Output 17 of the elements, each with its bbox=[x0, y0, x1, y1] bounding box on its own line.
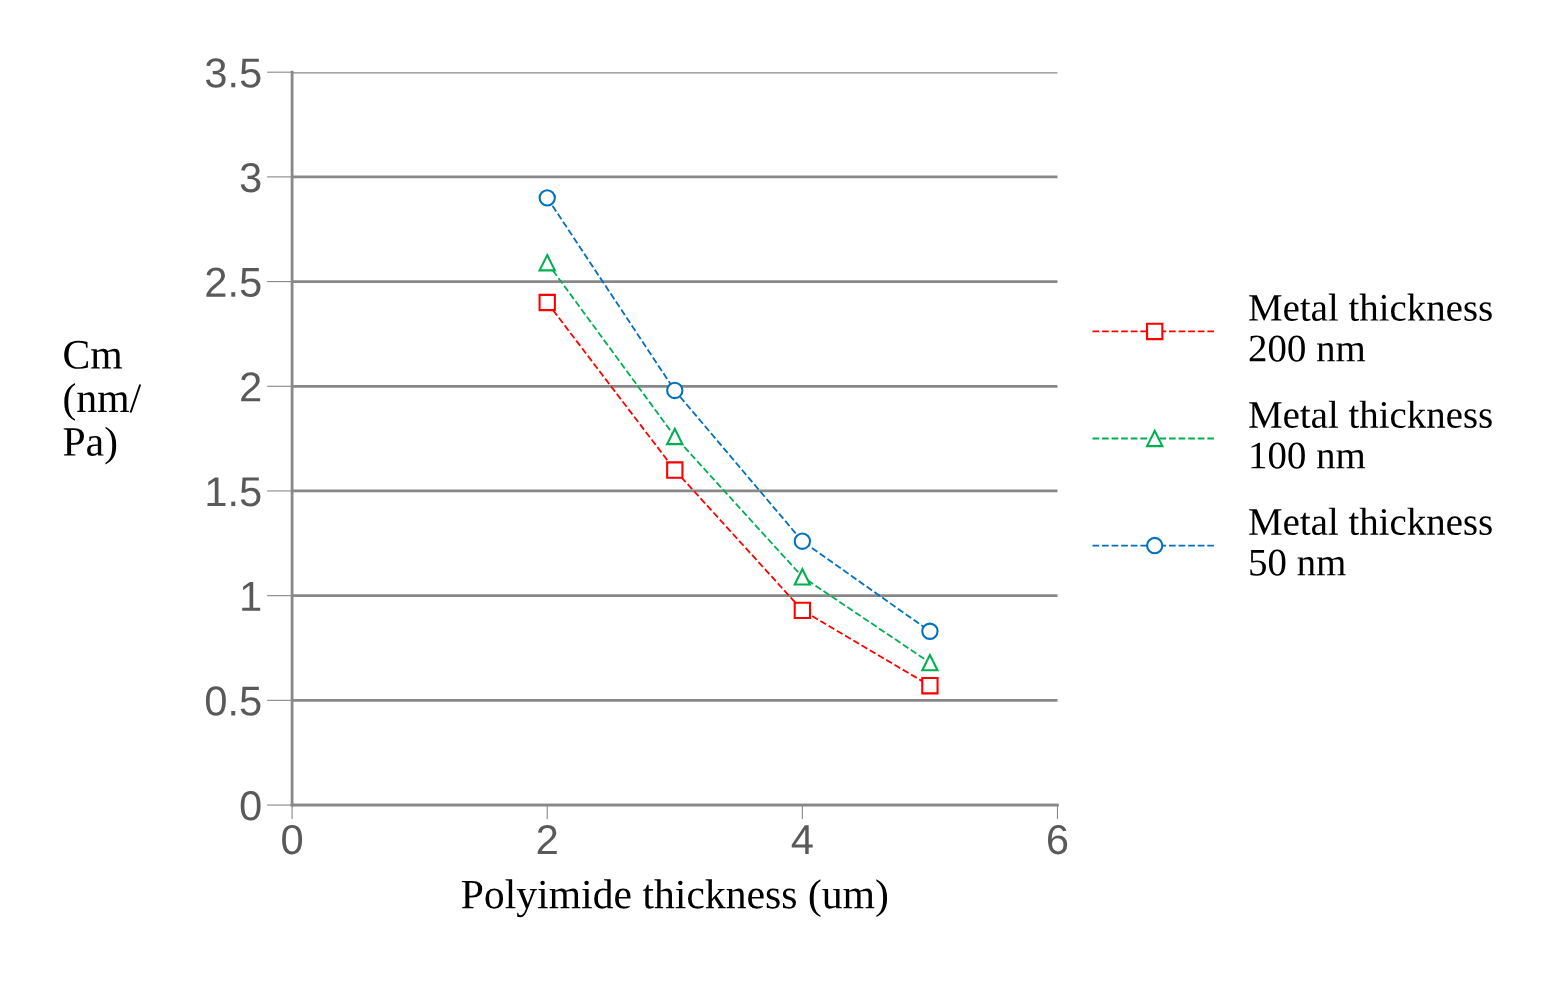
y-tick-label: 3.5 bbox=[205, 58, 261, 88]
x-tick-label: 0 bbox=[282, 824, 303, 855]
legend-label: Metal thickness 50 nm bbox=[1249, 507, 1492, 576]
x-axis-title: Polyimide thickness (um) bbox=[461, 879, 888, 918]
y-tick-label: 0 bbox=[240, 791, 261, 821]
x-tick-label: 6 bbox=[1048, 824, 1068, 855]
y-axis-title: Cm (nm/ Pa) bbox=[63, 340, 142, 465]
y-tick-label: 2.5 bbox=[206, 267, 261, 298]
y-tick-label: 0.5 bbox=[205, 686, 261, 716]
legend-label: Metal thickness 100 nm bbox=[1249, 400, 1492, 469]
x-tick-label: 2 bbox=[537, 824, 557, 854]
y-tick-label: 1 bbox=[242, 582, 261, 611]
x-tick-label: 4 bbox=[791, 825, 813, 854]
y-tick-label: 1.5 bbox=[207, 477, 261, 507]
legend-label: Metal thickness 200 nm bbox=[1249, 293, 1492, 362]
y-tick-label: 3 bbox=[240, 162, 261, 193]
y-tick-label: 2 bbox=[241, 372, 261, 402]
